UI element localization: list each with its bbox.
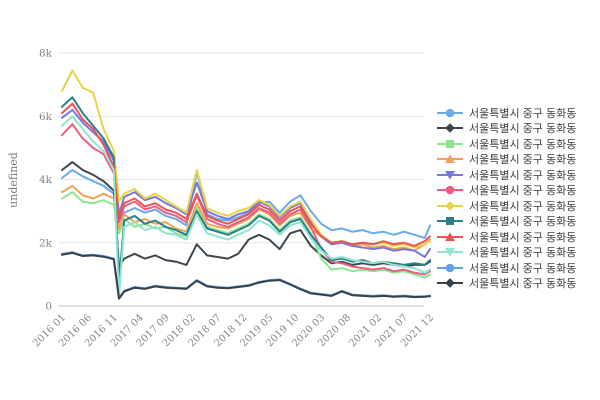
legend-label: 서울특별시 중구 동화동 bbox=[469, 185, 577, 198]
legend-triangle-down-icon bbox=[437, 248, 463, 257]
legend-label: 서울특별시 중구 동화동 bbox=[469, 169, 577, 182]
y-tick-labels: 0 2k 4k 6k 8k bbox=[39, 48, 53, 313]
legend-diamond-icon bbox=[437, 123, 463, 134]
legend-item-8[interactable]: 서울특별시 중구 동화동 bbox=[437, 229, 600, 245]
legend-item-2[interactable]: 서울특별시 중구 동화동 bbox=[437, 136, 600, 152]
series-line bbox=[61, 191, 431, 279]
legend-diamond-icon bbox=[437, 278, 463, 289]
legend-item-6[interactable]: 서울특별시 중구 동화동 bbox=[437, 198, 600, 214]
legend-triangle-up-icon bbox=[437, 232, 463, 241]
legend-triangle-down-icon bbox=[437, 170, 463, 180]
y-tick-label: 8k bbox=[39, 48, 53, 60]
y-tick-label: 6k bbox=[39, 111, 53, 123]
series-lines bbox=[61, 69, 431, 300]
legend-circle-icon bbox=[437, 185, 463, 195]
chart-legend: 서울특별시 중구 동화동 서울특별시 중구 동화동 서울특별시 중구 동화동 서울특별… bbox=[437, 105, 600, 291]
series-line bbox=[61, 184, 431, 252]
legend-label: 서울특별시 중구 동화동 bbox=[469, 231, 577, 244]
legend-diamond-icon bbox=[437, 200, 463, 211]
y-tick-label: 4k bbox=[39, 174, 53, 186]
legend-square-icon bbox=[437, 139, 463, 148]
legend-label: 서울특별시 중구 동화동 bbox=[469, 216, 577, 229]
series-line bbox=[61, 251, 431, 300]
legend-label: 서울특별시 중구 동화동 bbox=[469, 247, 577, 260]
series-line bbox=[61, 123, 431, 276]
legend-item-7[interactable]: 서울특별시 중구 동화동 bbox=[437, 214, 600, 230]
legend-circle-icon bbox=[437, 108, 463, 118]
legend-circle-icon bbox=[437, 263, 463, 273]
legend-item-0[interactable]: 서울특별시 중구 동화동 bbox=[437, 105, 600, 121]
legend-item-11[interactable]: 서울특별시 중구 동화동 bbox=[437, 276, 600, 292]
series-line bbox=[61, 115, 431, 298]
legend-label: 서울특별시 중구 동화동 bbox=[469, 278, 577, 291]
y-tick-label: 0 bbox=[45, 301, 52, 313]
legend-item-10[interactable]: 서울특별시 중구 동화동 bbox=[437, 260, 600, 276]
y-axis-title: undefined bbox=[7, 152, 20, 208]
legend-label: 서울특별시 중구 동화동 bbox=[469, 123, 577, 136]
legend-item-5[interactable]: 서울특별시 중구 동화동 bbox=[437, 183, 600, 199]
legend-item-9[interactable]: 서울특별시 중구 동화동 bbox=[437, 245, 600, 261]
legend-label: 서울특별시 중구 동화동 bbox=[469, 138, 577, 151]
legend-item-3[interactable]: 서울특별시 중구 동화동 bbox=[437, 152, 600, 168]
legend-triangle-up-icon bbox=[437, 154, 463, 164]
legend-item-4[interactable]: 서울특별시 중구 동화동 bbox=[437, 167, 600, 183]
y-tick-label: 2k bbox=[39, 237, 53, 249]
legend-label: 서울특별시 중구 동화동 bbox=[469, 200, 577, 213]
legend-label: 서울특별시 중구 동화동 bbox=[469, 107, 577, 120]
series-line bbox=[61, 108, 431, 258]
legend-square-icon bbox=[437, 217, 463, 226]
legend-label: 서울특별시 중구 동화동 bbox=[469, 262, 577, 275]
legend-label: 서울특별시 중구 동화동 bbox=[469, 154, 577, 167]
series-line bbox=[61, 102, 431, 247]
legend-item-1[interactable]: 서울특별시 중구 동화동 bbox=[437, 121, 600, 137]
